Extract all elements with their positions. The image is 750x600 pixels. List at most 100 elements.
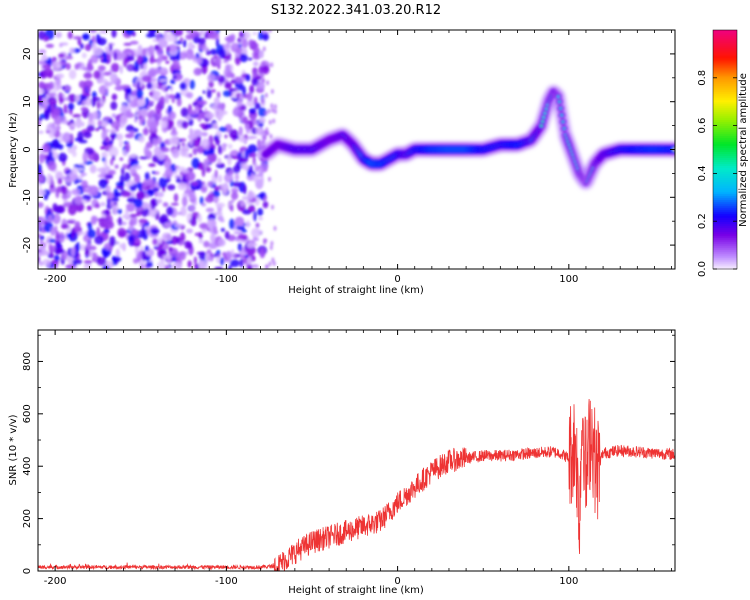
colorbar-segment	[713, 59, 737, 63]
noise-blob	[215, 202, 226, 208]
noise-blob	[146, 228, 151, 235]
noise-blob	[192, 136, 201, 148]
colorbar-segment	[713, 97, 737, 101]
colorbar-segment	[713, 143, 737, 147]
snr-axes: -200 -100 0 100 0 200 400 600 800	[22, 330, 675, 587]
noise-blob	[188, 205, 196, 211]
noise-blob	[158, 177, 168, 189]
noise-blob	[141, 75, 152, 83]
noise-blob	[234, 52, 240, 58]
colorbar-segment	[713, 259, 737, 262]
noise-blob	[79, 244, 87, 251]
noise-blob	[167, 184, 176, 191]
noise-blob	[205, 166, 212, 173]
noise-blob	[149, 91, 154, 97]
noise-blob	[137, 99, 146, 107]
noise-blob	[255, 222, 260, 228]
noise-blob	[54, 240, 61, 245]
colorbar-segment	[713, 113, 737, 117]
colorbar-segment	[713, 197, 737, 200]
noise-blob	[71, 167, 78, 175]
colorbar-segment	[713, 101, 737, 105]
colorbar-segment	[713, 237, 737, 240]
noise-blob	[249, 152, 258, 157]
noise-blob	[123, 42, 132, 46]
colorbar-tick-label: 0.2	[697, 213, 708, 229]
noise-blob	[179, 138, 187, 142]
noise-blob	[267, 108, 271, 114]
noise-blob	[230, 73, 235, 79]
noise-blob	[96, 37, 107, 46]
noise-blob	[66, 56, 73, 60]
noise-blob	[151, 171, 156, 174]
colorbar-segment	[713, 99, 737, 103]
noise-blob	[254, 230, 263, 234]
noise-blob	[264, 92, 268, 98]
noise-blob	[232, 165, 241, 174]
noise-blob	[124, 172, 131, 183]
spectrogram-y-tick-label: 20	[22, 48, 33, 61]
noise-blob	[230, 64, 234, 73]
noise-blob	[258, 50, 264, 59]
spectrogram-y-tick-label: -10	[22, 189, 33, 205]
noise-blob	[111, 93, 118, 101]
noise-blob	[181, 196, 188, 207]
colorbar-segment	[713, 265, 737, 268]
noise-blob	[207, 73, 216, 83]
noise-blob	[126, 203, 136, 212]
noise-blob	[165, 60, 170, 64]
noise-blob	[245, 122, 250, 134]
noise-blob	[80, 43, 84, 50]
spectrogram-y-axis-label: Frequency (Hz)	[8, 112, 19, 188]
noise-blob	[81, 52, 87, 59]
noise-blob	[108, 146, 119, 158]
colorbar-segment	[713, 199, 737, 202]
noise-blob	[111, 30, 117, 38]
noise-blob	[231, 191, 239, 200]
noise-blob	[248, 135, 258, 139]
noise-blob	[80, 172, 87, 177]
noise-blob	[124, 90, 129, 101]
colorbar-segment	[713, 151, 737, 155]
colorbar-segment	[713, 163, 737, 167]
noise-blob	[159, 78, 168, 83]
noise-blob	[216, 254, 221, 258]
noise-blob	[245, 247, 253, 254]
noise-blob	[232, 107, 242, 117]
noise-blob	[160, 214, 168, 223]
noise-blob	[255, 126, 264, 136]
spectrogram-noise-layer	[38, 30, 277, 269]
noise-blob	[194, 129, 203, 137]
noise-blob	[222, 90, 232, 97]
noise-blob	[60, 223, 69, 230]
noise-blob	[144, 97, 150, 106]
colorbar-segment	[713, 131, 737, 135]
colorbar-segment	[713, 267, 737, 270]
noise-blob	[220, 257, 225, 266]
noise-blob	[239, 252, 248, 256]
noise-blob	[86, 205, 93, 211]
noise-blob	[189, 79, 195, 90]
noise-blob	[139, 108, 149, 117]
noise-blob	[109, 128, 117, 134]
colorbar-gradient	[713, 30, 737, 270]
noise-blob	[133, 243, 140, 247]
noise-blob	[198, 231, 203, 240]
noise-blob	[172, 60, 180, 69]
noise-blob	[199, 123, 207, 128]
noise-blob	[131, 164, 142, 170]
noise-blob	[46, 259, 51, 268]
noise-blob	[127, 236, 132, 241]
colorbar-segment	[713, 57, 737, 61]
noise-blob	[189, 194, 197, 204]
noise-blob	[38, 163, 42, 175]
noise-blob	[199, 251, 206, 261]
noise-blob	[104, 209, 110, 216]
noise-blob	[61, 115, 67, 122]
colorbar-segment	[713, 159, 737, 163]
noise-blob	[200, 186, 208, 193]
colorbar-segment	[713, 53, 737, 57]
noise-blob	[111, 155, 116, 161]
noise-blob	[158, 37, 166, 48]
